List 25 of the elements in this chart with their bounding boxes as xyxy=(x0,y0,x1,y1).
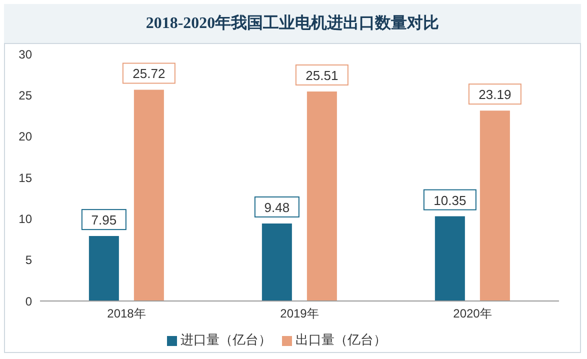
bar xyxy=(306,90,338,301)
bar xyxy=(478,110,511,301)
bar xyxy=(88,235,120,301)
y-tick-label: 5 xyxy=(25,253,32,268)
legend-label: 出口量（亿台） xyxy=(296,332,386,347)
x-tick-label: 2018年 xyxy=(107,306,146,321)
y-tick-label: 0 xyxy=(25,294,32,308)
bar xyxy=(434,215,466,301)
y-tick-label: 25 xyxy=(18,88,32,102)
data-label: 10.35 xyxy=(434,192,466,208)
legend-label: 进口量（亿台） xyxy=(180,332,272,347)
bar xyxy=(132,88,165,301)
y-tick-label: 30 xyxy=(18,47,32,62)
x-tick-label: 2019年 xyxy=(280,306,319,321)
data-label: 25.72 xyxy=(132,66,166,82)
y-tick-label: 20 xyxy=(18,130,32,144)
x-tick-label: 2020年 xyxy=(453,306,492,321)
y-tick-label: 10 xyxy=(18,212,32,226)
data-label: 9.48 xyxy=(264,200,290,215)
data-label: 25.51 xyxy=(306,68,338,83)
bar xyxy=(260,222,293,301)
data-label: 23.19 xyxy=(478,87,512,102)
chart-title: 2018-2020年我国工业电机进出口数量对比 xyxy=(146,14,440,34)
data-label: 7.95 xyxy=(91,212,117,228)
y-tick-label: 15 xyxy=(18,170,32,185)
